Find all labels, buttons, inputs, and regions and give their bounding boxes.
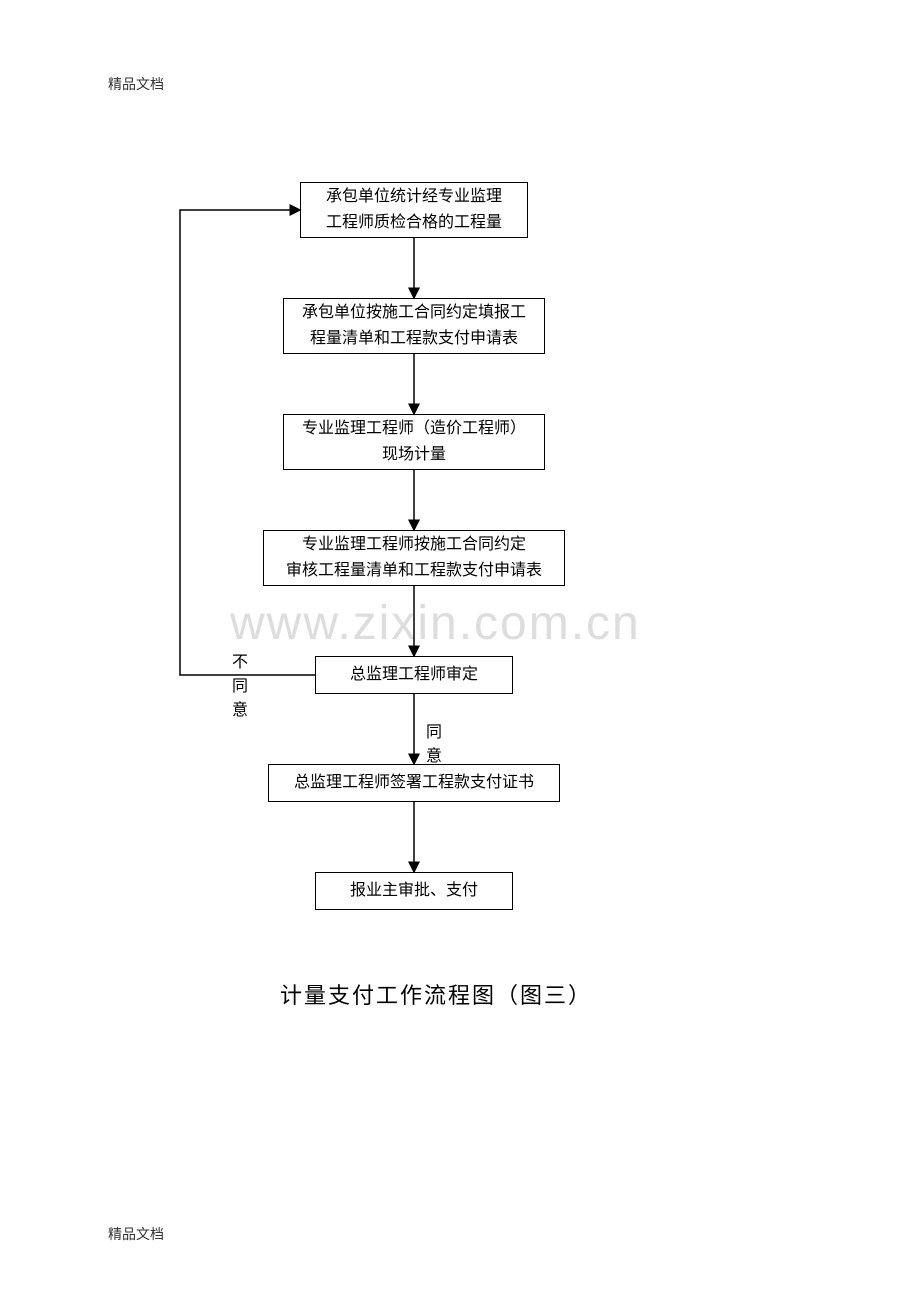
flowchart-edge-label: 不同意 bbox=[232, 648, 248, 720]
flowchart-node-n7: 报业主审批、支付 bbox=[315, 872, 513, 910]
flowchart-title: 计量支付工作流程图（图三） bbox=[280, 978, 592, 1010]
flowchart-node-n5: 总监理工程师审定 bbox=[315, 656, 513, 694]
flowchart-edge-label: 同意 bbox=[426, 718, 442, 766]
flowchart-node-n2: 承包单位按施工合同约定填报工程量清单和工程款支付申请表 bbox=[283, 298, 545, 354]
flowchart-node-n3: 专业监理工程师（造价工程师）现场计量 bbox=[283, 414, 545, 470]
footer-text: 精品文档 bbox=[108, 1224, 164, 1244]
header-text: 精品文档 bbox=[108, 74, 164, 94]
watermark: www.zixin.com.cn bbox=[230, 596, 641, 651]
flowchart-node-n4: 专业监理工程师按施工合同约定审核工程量清单和工程款支付申请表 bbox=[263, 530, 565, 586]
flowchart-node-n6: 总监理工程师签署工程款支付证书 bbox=[268, 764, 560, 802]
flowchart-node-n1: 承包单位统计经专业监理工程师质检合格的工程量 bbox=[300, 182, 528, 238]
